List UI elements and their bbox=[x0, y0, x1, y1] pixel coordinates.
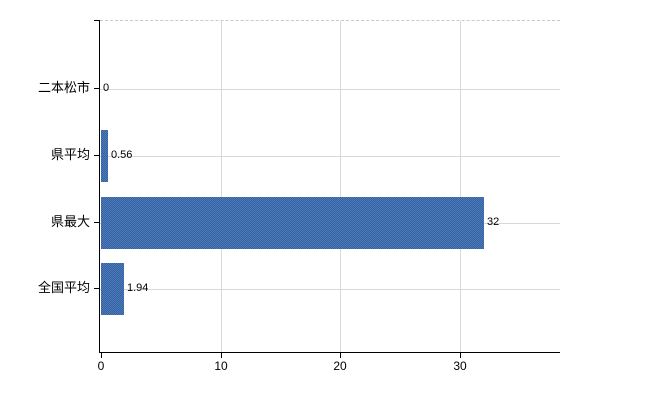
bar-value-label: 32 bbox=[487, 216, 500, 228]
y-axis-tick bbox=[94, 288, 100, 289]
x-axis-tick bbox=[101, 353, 102, 358]
gridline-vertical bbox=[340, 21, 341, 353]
gridline-horizontal bbox=[100, 89, 560, 90]
bar bbox=[101, 197, 484, 249]
x-axis-tick bbox=[340, 353, 341, 358]
bar-value-label: 0.56 bbox=[111, 149, 133, 161]
plot-area bbox=[100, 20, 560, 353]
gridline-horizontal bbox=[100, 289, 560, 290]
x-tick-label: 10 bbox=[214, 359, 228, 373]
bar bbox=[101, 130, 108, 182]
y-axis-line bbox=[99, 20, 100, 353]
y-axis-tick bbox=[94, 222, 100, 223]
y-axis-tick bbox=[94, 88, 100, 89]
bar-value-label: 0 bbox=[103, 82, 110, 94]
category-label: 県最大 bbox=[50, 214, 90, 229]
y-axis-tick bbox=[94, 155, 100, 156]
x-axis-tick bbox=[460, 353, 461, 358]
x-tick-label: 0 bbox=[97, 359, 105, 373]
x-tick-label: 30 bbox=[453, 359, 467, 373]
bar bbox=[101, 263, 124, 315]
gridline-vertical bbox=[221, 21, 222, 353]
category-label: 全国平均 bbox=[37, 280, 90, 295]
x-tick-label: 20 bbox=[333, 359, 347, 373]
category-label: 県平均 bbox=[50, 147, 90, 162]
x-axis-tick bbox=[221, 353, 222, 358]
x-axis-line bbox=[99, 352, 560, 353]
gridline-vertical bbox=[460, 21, 461, 353]
category-label: 二本松市 bbox=[37, 80, 90, 95]
bar-value-label: 1.94 bbox=[127, 282, 149, 294]
y-axis-tick bbox=[94, 20, 100, 21]
gridline-horizontal bbox=[100, 156, 560, 157]
